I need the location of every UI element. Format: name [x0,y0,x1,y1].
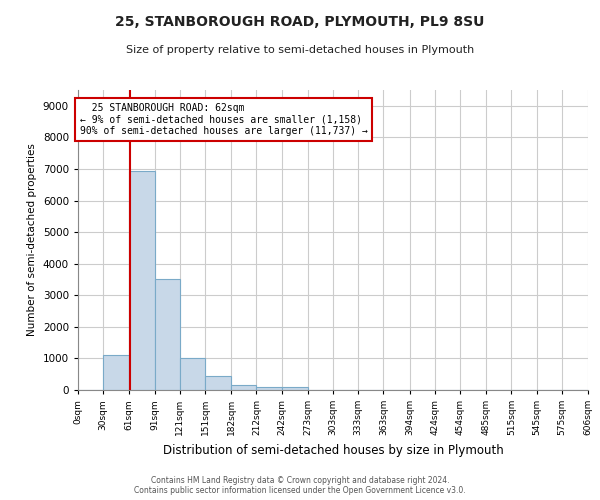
Y-axis label: Number of semi-detached properties: Number of semi-detached properties [27,144,37,336]
Bar [130,170,155,390]
Bar [155,280,180,390]
Bar [103,356,130,390]
Text: Contains HM Land Registry data © Crown copyright and database right 2024.
Contai: Contains HM Land Registry data © Crown c… [134,476,466,495]
X-axis label: Distribution of semi-detached houses by size in Plymouth: Distribution of semi-detached houses by … [163,444,503,456]
Bar [205,376,231,390]
Bar [281,388,308,390]
Bar [231,384,256,390]
Bar [256,386,281,390]
Bar [180,358,205,390]
Text: 25 STANBOROUGH ROAD: 62sqm
← 9% of semi-detached houses are smaller (1,158)
90% : 25 STANBOROUGH ROAD: 62sqm ← 9% of semi-… [80,102,368,136]
Text: 25, STANBOROUGH ROAD, PLYMOUTH, PL9 8SU: 25, STANBOROUGH ROAD, PLYMOUTH, PL9 8SU [115,15,485,29]
Text: Size of property relative to semi-detached houses in Plymouth: Size of property relative to semi-detach… [126,45,474,55]
